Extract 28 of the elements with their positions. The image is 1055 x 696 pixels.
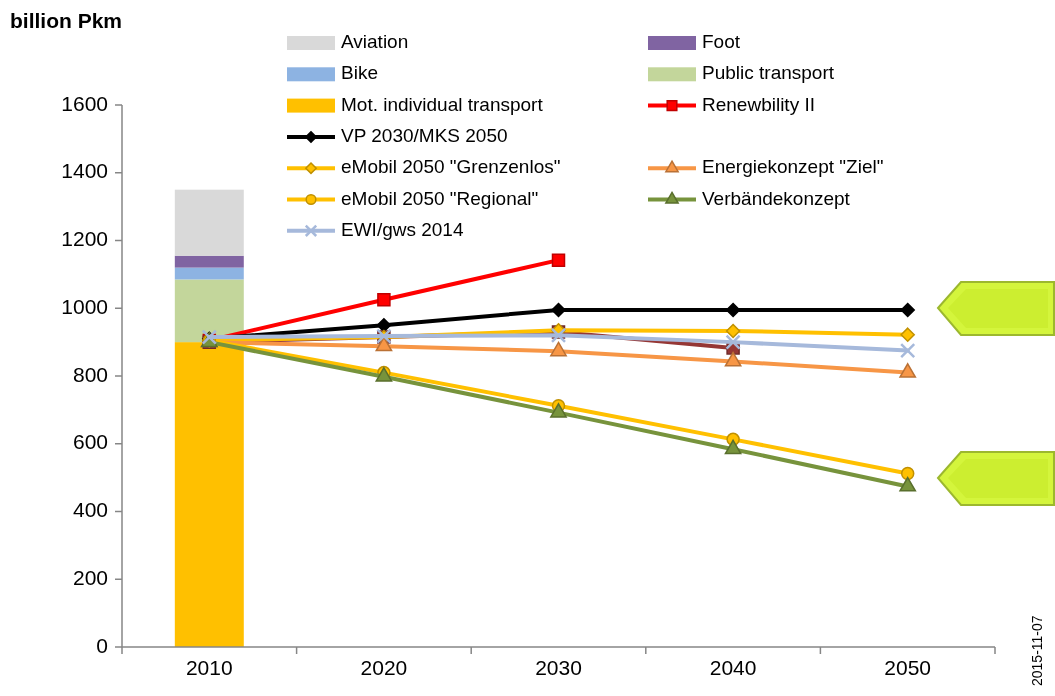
legend-label: eMobil 2050 "Regional" (341, 187, 539, 209)
y-tick-label: 400 (72, 498, 108, 522)
legend-label: Renewbility II (702, 93, 815, 115)
text: 2015-11-07 (1029, 615, 1045, 686)
x-tick-label: 2020 (360, 655, 408, 679)
legend-label: Aviation (341, 31, 409, 53)
legend-label: Mot. individual transport (341, 93, 544, 115)
y-axis-title: billion Pkm (10, 9, 123, 32)
legend-label: Public transport (702, 62, 835, 84)
legend-label: Bike (341, 62, 378, 84)
y-tick-label: 600 (72, 430, 108, 454)
y-tick-label: 1400 (61, 159, 108, 183)
x-tick-label: 2040 (709, 655, 757, 679)
legend-label: VP 2030/MKS 2050 (341, 124, 508, 146)
legend-label: Foot (702, 31, 741, 53)
y-tick-label: 200 (72, 565, 108, 589)
y-tick-label: 1600 (61, 91, 108, 115)
legend-label: eMobil 2050 "Grenzenlos" (341, 156, 561, 178)
y-tick-label: 0 (96, 633, 108, 657)
y-tick-label: 1200 (61, 227, 108, 251)
legend-label: Energiekonzept "Ziel" (702, 156, 884, 178)
legend-label: Verbändekonzept (702, 187, 851, 209)
x-tick-label: 2030 (535, 655, 582, 679)
y-tick-label: 1000 (61, 294, 108, 318)
legend-label: EWI/gws 2014 (341, 218, 464, 240)
y-tick-label: 800 (72, 362, 108, 386)
x-tick-label: 2050 (884, 655, 932, 679)
x-tick-label: 2010 (185, 655, 233, 679)
